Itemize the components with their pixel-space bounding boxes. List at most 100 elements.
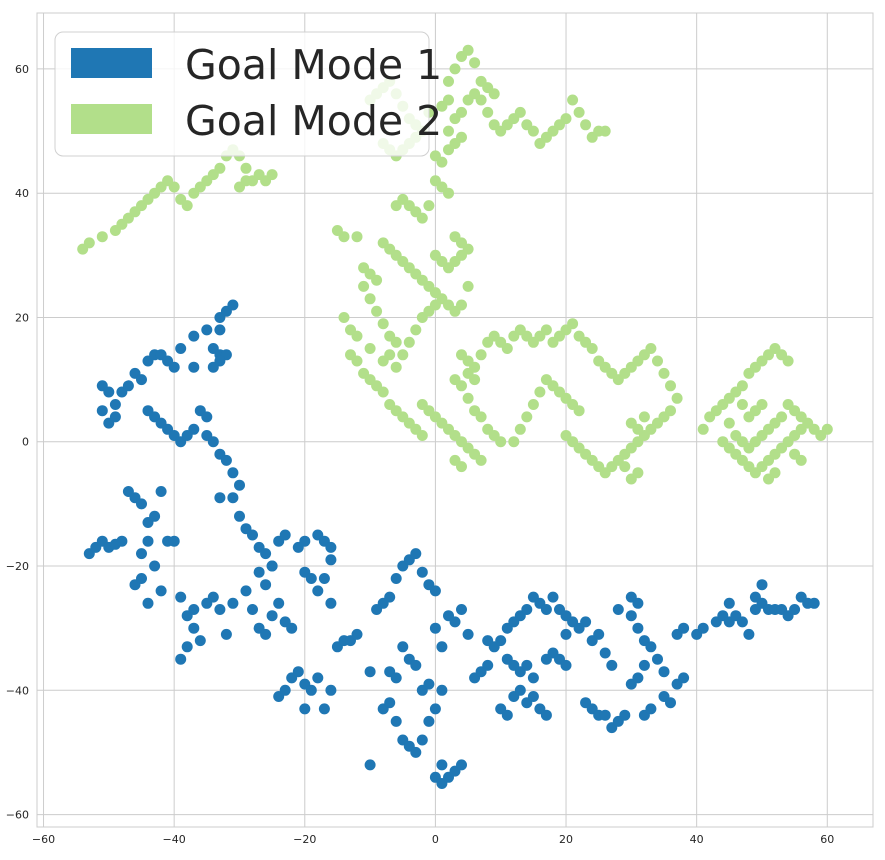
data-point [292, 666, 304, 678]
data-point [456, 131, 467, 143]
data-point [632, 597, 644, 609]
data-point [469, 374, 481, 386]
data-point [423, 678, 435, 690]
y-tick-label: 20 [15, 311, 29, 324]
data-point [475, 454, 487, 466]
data-point [253, 566, 265, 578]
data-point [397, 641, 409, 653]
data-point [351, 355, 363, 367]
series-goal-mode-1 [83, 299, 820, 789]
data-point [136, 573, 147, 584]
y-tick-label: 40 [15, 187, 29, 200]
data-point [521, 659, 533, 671]
data-point [312, 672, 324, 684]
data-point [456, 759, 467, 771]
data-point [410, 659, 422, 671]
data-point [377, 318, 389, 330]
data-point [469, 405, 481, 417]
data-point [521, 411, 533, 423]
y-tick-label: −60 [6, 809, 29, 822]
data-point [527, 691, 539, 702]
data-point [540, 324, 552, 336]
data-point [808, 597, 820, 609]
data-point [266, 560, 278, 572]
data-point [632, 672, 644, 684]
data-point [194, 635, 206, 647]
data-point [560, 659, 572, 671]
data-point [410, 548, 422, 560]
data-point [377, 386, 389, 398]
data-point [736, 616, 748, 628]
data-point [658, 367, 670, 379]
data-point [625, 610, 637, 622]
data-point [201, 411, 213, 423]
data-point [384, 591, 396, 603]
data-point [390, 715, 402, 727]
data-point [364, 666, 376, 678]
data-point [207, 361, 219, 373]
x-tick-label: 0 [432, 833, 439, 846]
data-point [436, 100, 448, 112]
data-point [109, 399, 121, 410]
data-point [429, 585, 441, 597]
data-point [227, 299, 239, 311]
data-point [273, 597, 285, 609]
data-point [645, 343, 657, 354]
data-point [743, 628, 755, 640]
data-point [482, 423, 494, 435]
data-point [181, 641, 193, 653]
data-point [456, 604, 467, 615]
data-point [482, 106, 494, 118]
data-point [214, 492, 226, 504]
data-point [149, 510, 161, 522]
data-point [743, 442, 755, 454]
data-point [299, 535, 311, 547]
data-point [580, 119, 592, 131]
x-tick-label: 40 [690, 833, 704, 846]
y-tick-label: 60 [15, 63, 29, 76]
data-point [299, 703, 311, 715]
data-point [371, 274, 383, 286]
data-point [240, 175, 252, 187]
data-point [436, 684, 448, 696]
data-point [599, 647, 611, 659]
data-point [410, 746, 422, 758]
data-point [351, 231, 363, 243]
data-point [136, 498, 147, 510]
data-point [188, 330, 200, 342]
data-point [188, 361, 200, 373]
data-point [560, 430, 572, 441]
plot-frame [36, 12, 874, 828]
data-point [449, 374, 461, 386]
data-point [527, 125, 539, 137]
data-point [416, 212, 428, 224]
data-point [155, 486, 167, 497]
data-point [723, 597, 735, 609]
data-point [456, 299, 467, 311]
data-point [168, 181, 180, 193]
data-point [214, 162, 226, 174]
data-point [638, 411, 650, 423]
data-point [168, 535, 180, 547]
data-point [416, 430, 428, 441]
data-point [260, 579, 272, 591]
data-point [181, 200, 193, 212]
data-point [436, 759, 448, 771]
data-point [351, 628, 363, 640]
data-point [240, 585, 252, 597]
data-points [77, 44, 833, 789]
data-point [423, 715, 435, 727]
data-point [632, 622, 644, 634]
data-point [508, 436, 520, 448]
data-point [449, 231, 461, 243]
data-point [371, 305, 383, 317]
data-point [410, 324, 422, 336]
data-point [645, 703, 657, 715]
data-point [247, 529, 258, 541]
data-point [756, 579, 768, 591]
data-point [619, 709, 631, 721]
data-point [501, 343, 513, 354]
data-point [318, 573, 330, 584]
data-point [122, 380, 134, 392]
